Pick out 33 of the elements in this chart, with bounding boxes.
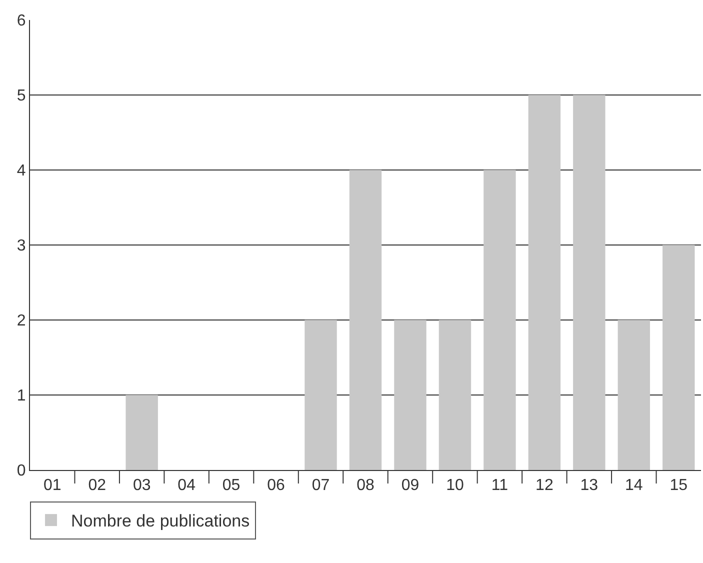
y-tick-label: 6 bbox=[16, 12, 26, 30]
bar bbox=[126, 395, 158, 470]
bar bbox=[662, 245, 695, 470]
bar bbox=[573, 95, 606, 470]
x-tick-label: 06 bbox=[267, 477, 286, 494]
bar bbox=[618, 320, 650, 470]
y-tick-label: 3 bbox=[16, 238, 26, 255]
legend-label: Nombre de publications bbox=[71, 512, 250, 531]
x-tick-label: 01 bbox=[43, 477, 62, 494]
x-tick-label: 11 bbox=[491, 477, 508, 494]
bar bbox=[484, 170, 516, 470]
y-tick-label: 5 bbox=[16, 88, 26, 105]
x-tick-label: 05 bbox=[222, 477, 240, 494]
bar bbox=[349, 170, 382, 470]
x-tick-label: 10 bbox=[446, 477, 464, 494]
bar bbox=[438, 320, 472, 470]
x-tick-label: 13 bbox=[580, 477, 598, 494]
x-tick-label: 14 bbox=[625, 477, 643, 494]
bar bbox=[528, 95, 561, 470]
x-tick-label: 03 bbox=[132, 477, 151, 494]
x-tick-label: 15 bbox=[670, 477, 688, 494]
y-tick-label: 0 bbox=[16, 462, 26, 480]
bar bbox=[304, 320, 337, 470]
x-tick-label: 09 bbox=[401, 477, 420, 494]
x-tick-label: 02 bbox=[88, 477, 106, 494]
x-tick-label: 08 bbox=[356, 477, 374, 494]
x-tick-label: 07 bbox=[312, 477, 330, 494]
bar bbox=[394, 320, 426, 470]
y-tick-label: 2 bbox=[16, 312, 26, 330]
x-tick-label: 12 bbox=[536, 477, 554, 494]
y-tick-label: 4 bbox=[16, 162, 26, 180]
x-tick-label: 04 bbox=[178, 477, 196, 494]
y-tick-label: 1 bbox=[16, 388, 26, 405]
